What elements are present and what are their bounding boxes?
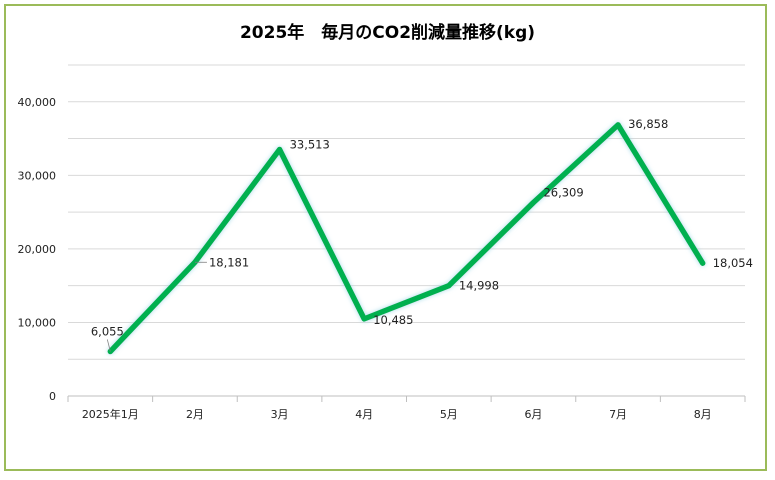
data-point (700, 260, 706, 266)
x-tick-label: 5月 (440, 408, 458, 421)
data-label: 18,181 (209, 255, 249, 269)
y-tick-label: 20,000 (18, 243, 57, 256)
chart-frame (4, 4, 767, 471)
data-label: 10,485 (373, 313, 413, 327)
data-label: 26,309 (543, 185, 583, 199)
x-tick-label: 3月 (271, 408, 289, 421)
y-tick-label: 10,000 (18, 316, 57, 329)
data-point (446, 283, 452, 289)
y-tick-label: 30,000 (18, 169, 57, 182)
data-labels: 6,055 18,181 33,513 10,485 14,998 26,309 36,85… (91, 117, 753, 352)
data-point (361, 316, 367, 322)
data-point (615, 122, 621, 128)
axes: 0 10,000 20,000 30,000 40,000 2025年1月 2月 3月 4月 5月… (18, 96, 746, 421)
x-tick-label: 7月 (609, 408, 627, 421)
x-tick-label: 8月 (694, 408, 712, 421)
x-tick-label: 2025年1月 (82, 407, 139, 421)
x-tick-label: 6月 (524, 408, 542, 421)
chart-title: 2025年 毎月のCO2削減量推移(kg) (239, 23, 536, 43)
x-tick-label: 4月 (355, 408, 373, 421)
y-tick-label: 40,000 (18, 96, 57, 109)
data-point (277, 146, 283, 152)
series-line (107, 122, 706, 355)
y-tick-label: 0 (49, 390, 56, 403)
x-tick-label: 2月 (186, 408, 204, 421)
data-label-leader (106, 339, 111, 352)
data-point (530, 199, 536, 205)
gridlines (68, 64, 745, 360)
data-label: 14,998 (459, 279, 499, 293)
data-label: 33,513 (290, 137, 330, 151)
data-label: 36,858 (628, 117, 668, 131)
data-label: 6,055 (91, 324, 124, 338)
data-label: 18,054 (713, 256, 753, 270)
